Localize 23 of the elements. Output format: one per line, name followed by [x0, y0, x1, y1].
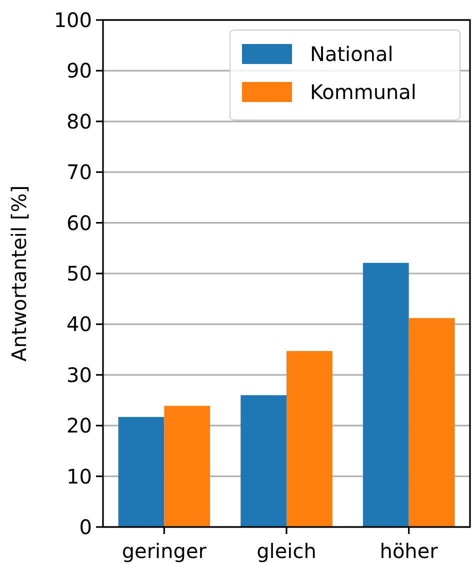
bar: [240, 395, 286, 527]
x-tick-label: geringer: [122, 539, 208, 563]
y-tick-label: 60: [66, 210, 92, 235]
bar: [118, 416, 164, 527]
y-tick-label: 70: [66, 160, 92, 184]
y-tick-label: 80: [66, 109, 92, 134]
y-tick-label: 10: [66, 464, 92, 488]
y-tick-label: 100: [54, 8, 92, 32]
legend-label: Kommunal: [310, 80, 416, 104]
y-tick-label: 50: [66, 262, 92, 286]
y-axis-title: Antwortanteil [%]: [7, 185, 31, 362]
bar: [362, 262, 409, 527]
y-tick-label: 0: [79, 515, 92, 539]
x-tick-label: höher: [380, 539, 439, 563]
y-tick-label: 40: [66, 312, 92, 336]
x-tick-label: gleich: [256, 539, 316, 563]
bar: [164, 406, 210, 527]
bar: [408, 318, 455, 527]
y-tick-label: 90: [66, 58, 92, 83]
y-tick-label: 30: [66, 362, 92, 387]
y-tick-label: 20: [66, 414, 92, 438]
legend-label: National: [310, 42, 394, 66]
bar: [286, 351, 332, 527]
